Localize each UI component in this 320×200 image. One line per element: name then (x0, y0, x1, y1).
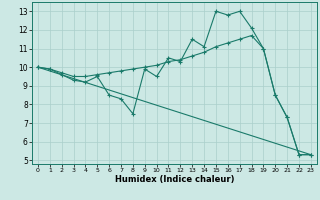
X-axis label: Humidex (Indice chaleur): Humidex (Indice chaleur) (115, 175, 234, 184)
